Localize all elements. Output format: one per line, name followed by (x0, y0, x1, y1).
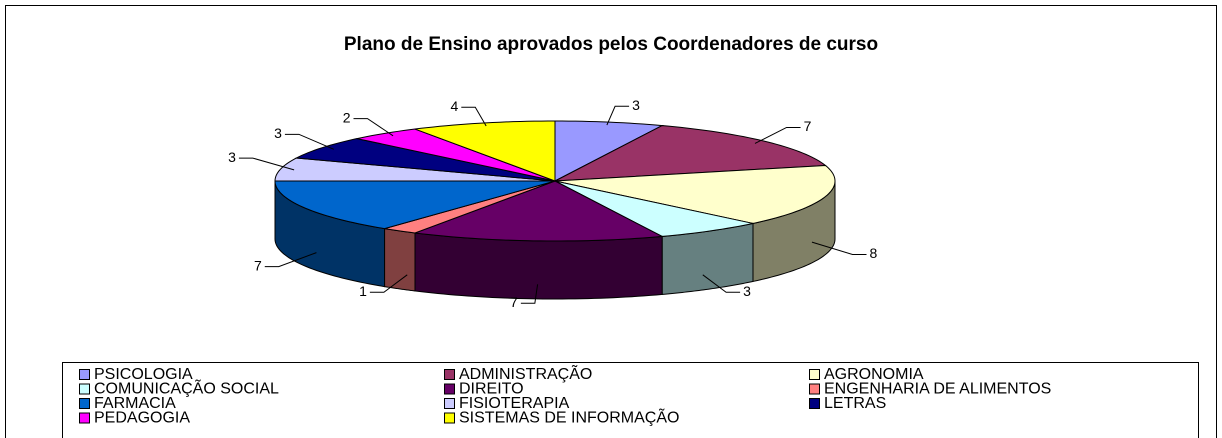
legend-swatch (809, 383, 820, 395)
leader-line (264, 252, 317, 268)
data-label: 7 (510, 294, 518, 310)
legend-label: FARMACIA (94, 395, 176, 412)
slice-top (554, 125, 827, 182)
leader-line (461, 106, 487, 127)
slice-side (414, 232, 663, 300)
pie-slice (294, 138, 556, 182)
pie-slice (554, 120, 664, 182)
pie-slice (356, 128, 556, 182)
data-label: 4 (450, 98, 458, 114)
pie-slice (414, 180, 664, 300)
legend-swatch (444, 369, 455, 380)
legend-swatch (444, 412, 455, 424)
legend-swatch (809, 398, 820, 409)
legend-label: SISTEMAS DE INFORMAÇÃO (459, 407, 679, 427)
slice-top (384, 180, 556, 234)
data-label: 2 (343, 109, 351, 125)
legend-swatch (809, 369, 820, 380)
slice-top (414, 120, 556, 182)
slice-top (294, 138, 556, 182)
legend-label: ENGENHARIA DE ALIMENTOS (824, 381, 1051, 398)
data-label: 3 (274, 125, 282, 141)
slice-side (384, 228, 416, 292)
legend-label: PEDAGOGIA (94, 410, 190, 427)
legend-label: FISIOTERAPIA (459, 395, 570, 412)
pie-slice (554, 164, 836, 283)
slice-top (554, 180, 754, 237)
legend-label: PSICOLOGIA (94, 366, 193, 383)
legend-label: DIREITO (459, 381, 524, 398)
leader-line (369, 274, 408, 293)
leader-line (353, 118, 394, 137)
legend-label: COMUNICAÇÃO SOCIAL (94, 378, 279, 398)
legend-swatch (444, 383, 455, 395)
slice-top (414, 180, 664, 242)
chart-title: Plano de Ensino aprovados pelos Coordena… (344, 34, 878, 55)
pie-slice (554, 180, 754, 295)
slice-top (356, 128, 556, 182)
legend-swatch (79, 383, 90, 395)
slice-top (554, 120, 664, 182)
data-label: 8 (870, 245, 878, 261)
data-label: 1 (359, 283, 367, 299)
legend-swatch (79, 369, 90, 380)
leader-line (754, 126, 801, 144)
pie-slice (384, 180, 556, 292)
legend-label: AGRONOMIA (824, 366, 924, 383)
leader-line (238, 157, 295, 171)
pie-slice (274, 180, 556, 288)
leader-line (520, 284, 539, 304)
leader-line (606, 105, 630, 126)
pie-slice (414, 120, 556, 182)
slice-top (554, 164, 836, 224)
legend-swatch (79, 398, 90, 409)
leader-line (284, 133, 335, 150)
slice-top (274, 180, 556, 230)
leader-line (811, 241, 867, 255)
legend-box (62, 362, 1199, 438)
data-label: 7 (804, 118, 812, 134)
legend-label: LETRAS (824, 395, 886, 412)
leader-line (702, 274, 741, 293)
legend-swatch (444, 398, 455, 409)
legend-label: ADMINISTRAÇÃO (459, 363, 592, 383)
data-label: 3 (228, 149, 236, 165)
data-label: 3 (743, 283, 751, 299)
legend-swatch (79, 412, 90, 424)
pie-slice (554, 125, 827, 182)
data-label: 3 (632, 97, 640, 113)
data-label: 7 (254, 257, 262, 273)
